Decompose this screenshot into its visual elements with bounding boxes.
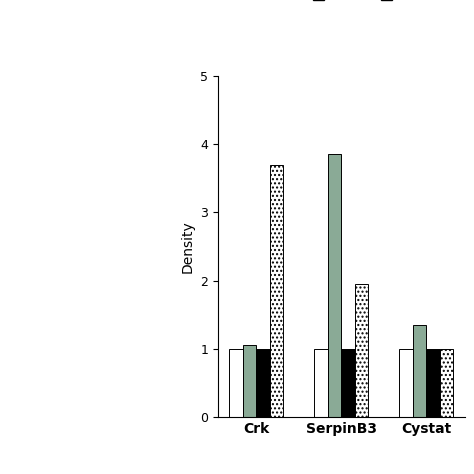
Bar — [399, 349, 413, 417]
Bar — [270, 164, 283, 417]
Bar — [256, 349, 270, 417]
Y-axis label: Density: Density — [181, 220, 195, 273]
Bar — [341, 349, 355, 417]
Bar — [229, 349, 243, 417]
Legend: CE PC3, CE PC3/nKR: CE PC3, CE PC3/nKR — [308, 0, 471, 5]
Bar — [426, 349, 440, 417]
Bar — [328, 155, 341, 417]
Bar — [413, 325, 426, 417]
Bar — [440, 349, 454, 417]
Bar — [314, 349, 328, 417]
Bar — [355, 284, 368, 417]
Bar — [243, 346, 256, 417]
